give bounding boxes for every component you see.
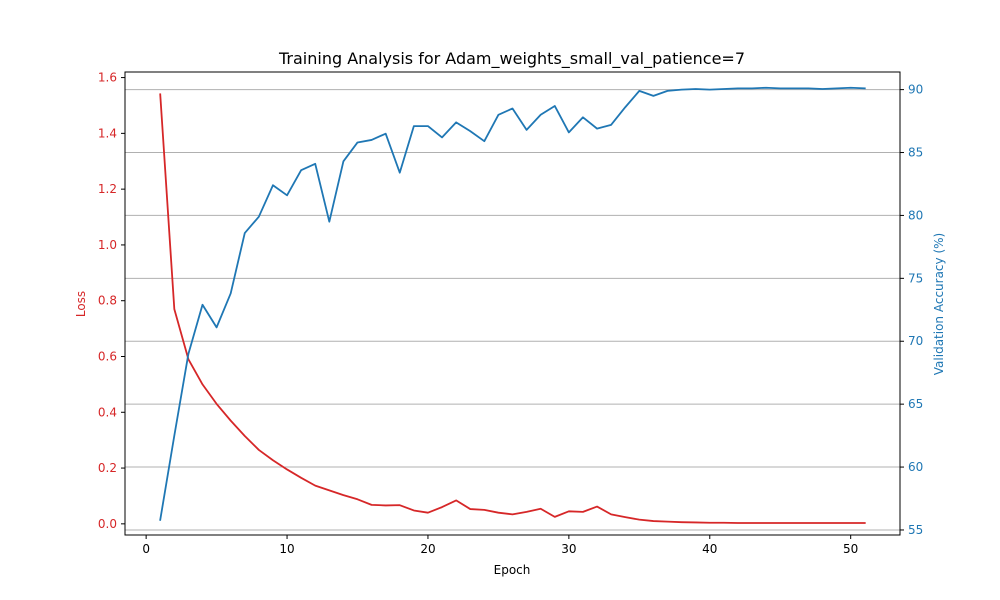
x-tick-label: 50 — [843, 542, 858, 556]
series-layer — [159, 86, 866, 524]
y-axis-right: 55 60 65 70 75 80 85 90 — [900, 83, 923, 537]
y-right-tick-label: 55 — [908, 523, 923, 537]
y-left-tick-label: 0.2 — [98, 461, 117, 475]
y-right-tick-label: 70 — [908, 334, 923, 348]
y-left-tick-label: 1.6 — [98, 71, 117, 85]
x-tick-label: 30 — [561, 542, 576, 556]
y-right-tick-label: 90 — [908, 83, 923, 97]
y-right-tick-label: 60 — [908, 460, 923, 474]
y-left-tick-label: 0.8 — [98, 294, 117, 308]
y-axis-right-title: Validation Accuracy (%) — [932, 233, 946, 375]
y-left-tick-label: 0.6 — [98, 349, 117, 363]
accuracy-series-line — [159, 86, 866, 521]
chart-title: Training Analysis for Adam_weights_small… — [278, 49, 745, 69]
x-tick-label: 20 — [420, 542, 435, 556]
y-axis-left: 0.0 0.2 0.4 0.6 0.8 1.0 1.2 1.4 1.6 — [98, 71, 125, 531]
y-left-tick-label: 1.2 — [98, 182, 117, 196]
x-tick-label: 10 — [279, 542, 294, 556]
plot-frame — [124, 71, 901, 536]
y-left-tick-label: 0.4 — [98, 405, 117, 419]
y-left-tick-label: 1.0 — [98, 238, 117, 252]
y-right-tick-label: 75 — [908, 271, 923, 285]
y-left-tick-label: 1.4 — [98, 126, 117, 140]
y-left-tick-label: 0.0 — [98, 517, 117, 531]
y-axis-left-title: Loss — [74, 291, 88, 317]
x-tick-label: 40 — [702, 542, 717, 556]
x-axis: 0 10 20 30 40 50 — [142, 535, 858, 556]
grid-layer — [125, 89, 900, 531]
y-right-tick-label: 80 — [908, 208, 923, 222]
x-axis-title: Epoch — [494, 563, 531, 577]
x-tick-label: 0 — [142, 542, 150, 556]
y-right-tick-label: 85 — [908, 146, 923, 160]
loss-series-line — [159, 93, 866, 524]
y-right-tick-label: 65 — [908, 397, 923, 411]
